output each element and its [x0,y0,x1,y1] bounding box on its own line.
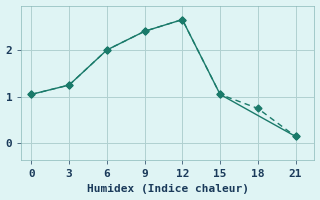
X-axis label: Humidex (Indice chaleur): Humidex (Indice chaleur) [87,184,249,194]
